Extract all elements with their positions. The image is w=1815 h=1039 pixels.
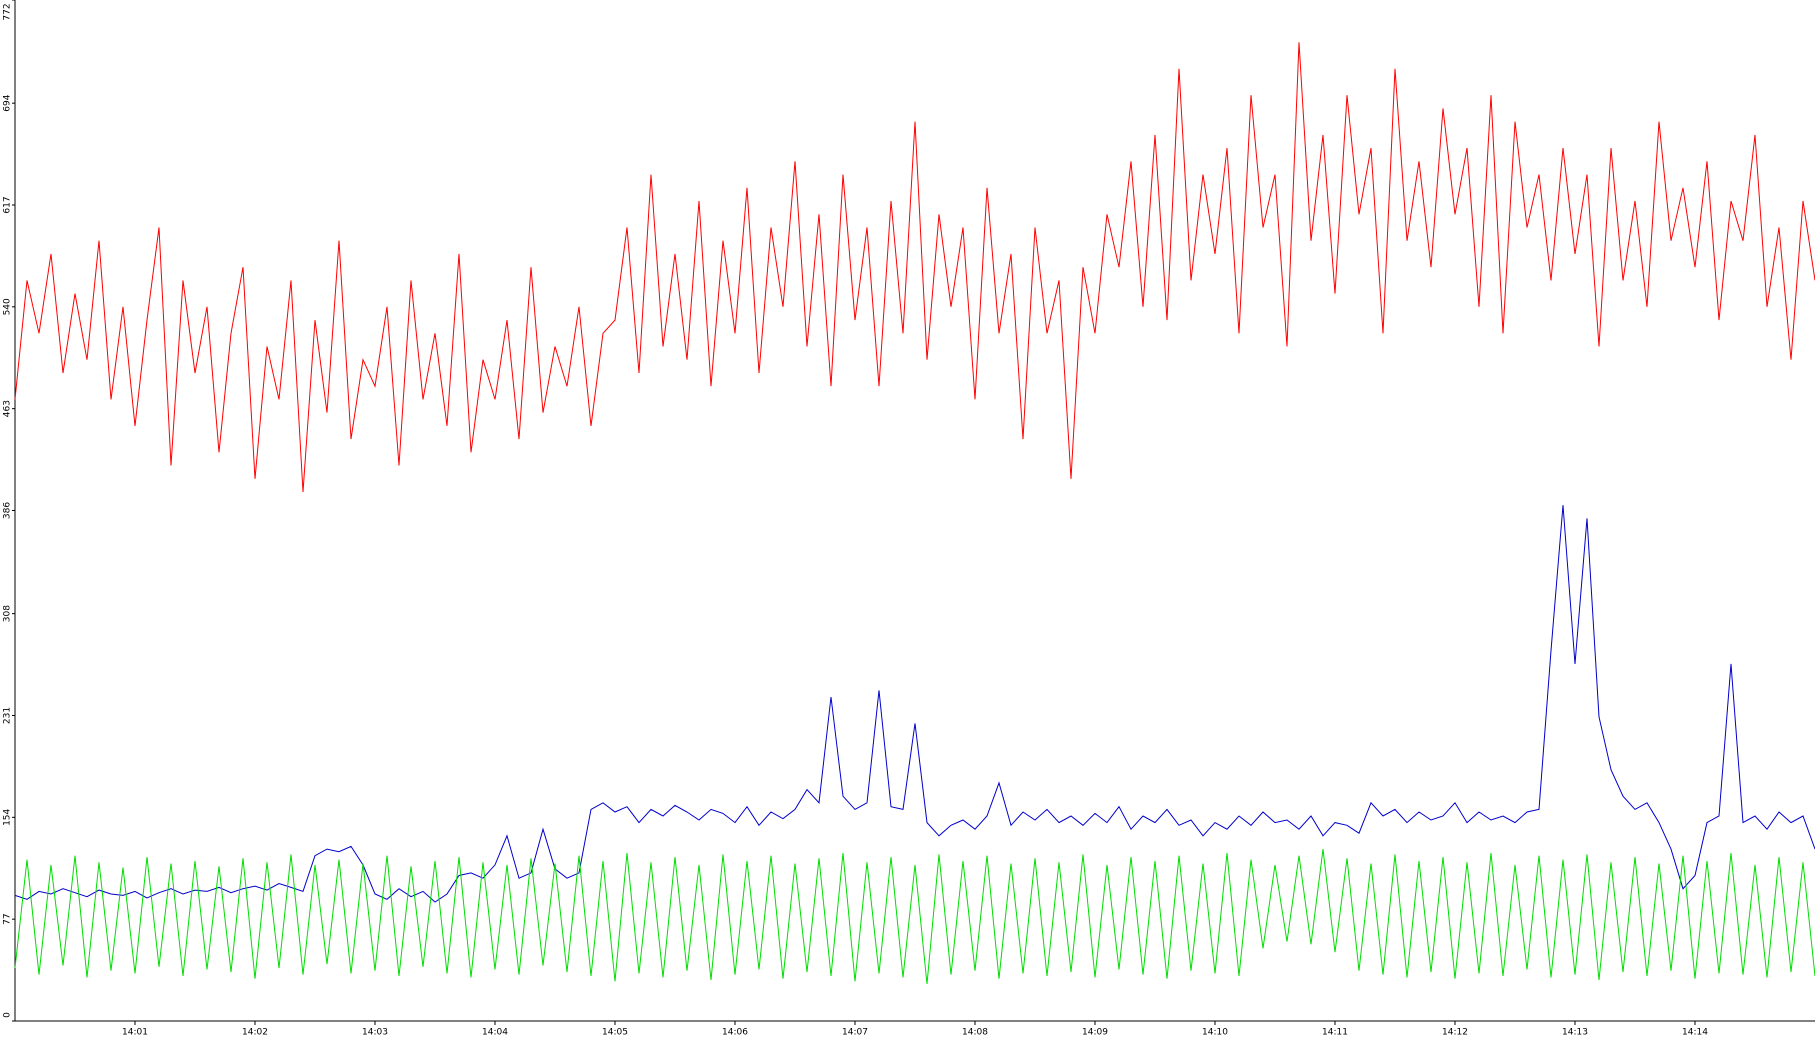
x-tick-label: 14:02 bbox=[242, 1028, 268, 1038]
series-line bbox=[14, 849, 1815, 985]
series-line bbox=[14, 505, 1815, 903]
x-tick-label: 14:08 bbox=[962, 1028, 988, 1038]
x-tick-label: 14:04 bbox=[482, 1028, 508, 1038]
x-tick-label: 14:10 bbox=[1202, 1028, 1228, 1038]
x-tick-label: 14:01 bbox=[122, 1028, 148, 1038]
y-tick-label: 540 bbox=[3, 298, 13, 315]
x-tick-label: 14:07 bbox=[842, 1028, 868, 1038]
y-tick-label: 77 bbox=[3, 913, 13, 924]
y-tick-label: 772 bbox=[3, 3, 13, 20]
y-tick-label: 617 bbox=[3, 196, 13, 213]
x-tick-label: 14:13 bbox=[1562, 1028, 1588, 1038]
x-tick-label: 14:03 bbox=[362, 1028, 388, 1038]
x-tick-label: 14:09 bbox=[1082, 1028, 1108, 1038]
y-tick-label: 308 bbox=[3, 605, 13, 622]
x-tick-label: 14:12 bbox=[1442, 1028, 1468, 1038]
y-tick-label: 0 bbox=[3, 1012, 13, 1018]
y-tick-label: 463 bbox=[3, 400, 13, 417]
x-tick-label: 14:14 bbox=[1682, 1028, 1708, 1038]
y-tick-label: 154 bbox=[3, 808, 13, 825]
y-tick-label: 694 bbox=[3, 94, 13, 111]
y-tick-label: 386 bbox=[3, 502, 13, 519]
x-tick-label: 14:05 bbox=[602, 1028, 628, 1038]
x-tick-label: 14:11 bbox=[1322, 1028, 1348, 1038]
y-tick-label: 231 bbox=[3, 707, 13, 724]
x-tick-label: 14:06 bbox=[722, 1028, 748, 1038]
series-line bbox=[14, 42, 1815, 493]
